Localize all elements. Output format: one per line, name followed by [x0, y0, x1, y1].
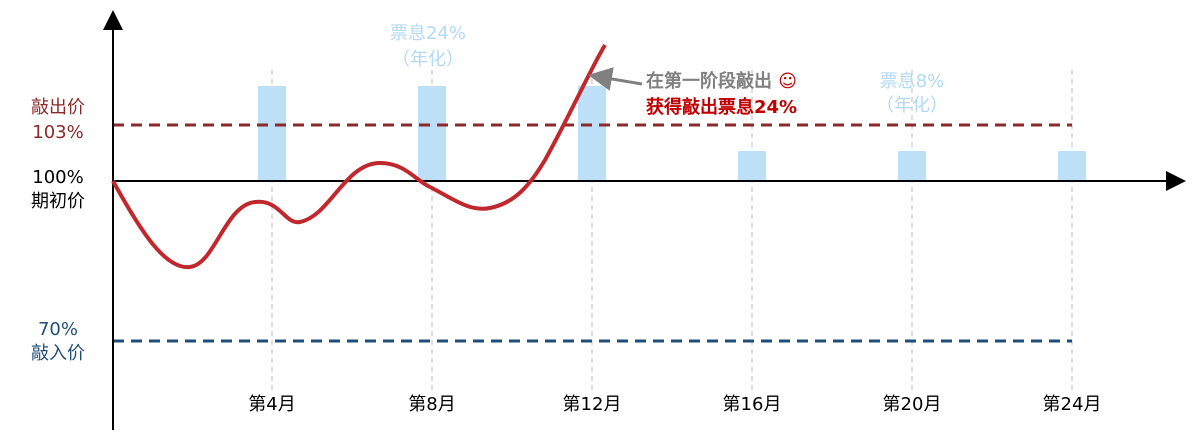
month-label: 第4月 — [248, 394, 295, 415]
month-label: 第12月 — [563, 394, 622, 415]
callout-result: 获得敲出票息24% — [646, 96, 797, 118]
coupon-note: 票息24% — [390, 23, 466, 44]
month-label: 第20月 — [883, 394, 942, 415]
callout-line: 在第一阶段敲出 — [646, 70, 772, 92]
callout-emoji: ☺ — [778, 71, 797, 92]
level-value: 70% — [38, 319, 78, 340]
level-label: 期初价 — [31, 191, 85, 212]
callout-text: 在第一阶段敲出 ☺ — [646, 70, 797, 92]
month-label: 第16月 — [723, 394, 782, 415]
level-value: 103% — [32, 122, 83, 143]
month-gridlines — [271, 70, 1073, 392]
month-label: 第8月 — [408, 394, 455, 415]
coupon-bars — [258, 86, 1086, 181]
coupon-note: 票息8% — [880, 71, 945, 92]
callout-arrow — [588, 67, 643, 91]
left-labels: 敲出价 103% 100% 期初价 70% 敲入价 — [31, 97, 85, 364]
level-value: 100% — [32, 167, 83, 188]
month-label: 第24月 — [1043, 394, 1102, 415]
level-label: 敲出价 — [31, 97, 85, 118]
coupon-note: （年化） — [392, 49, 464, 70]
coupon-note: （年化） — [876, 95, 948, 116]
coupon-notes: 票息24% （年化） 票息8% （年化） — [390, 23, 948, 116]
price-path — [111, 43, 607, 270]
level-label: 敲入价 — [31, 343, 85, 364]
month-labels: 第4月 第8月 第12月 第16月 第20月 第24月 — [248, 394, 1101, 415]
